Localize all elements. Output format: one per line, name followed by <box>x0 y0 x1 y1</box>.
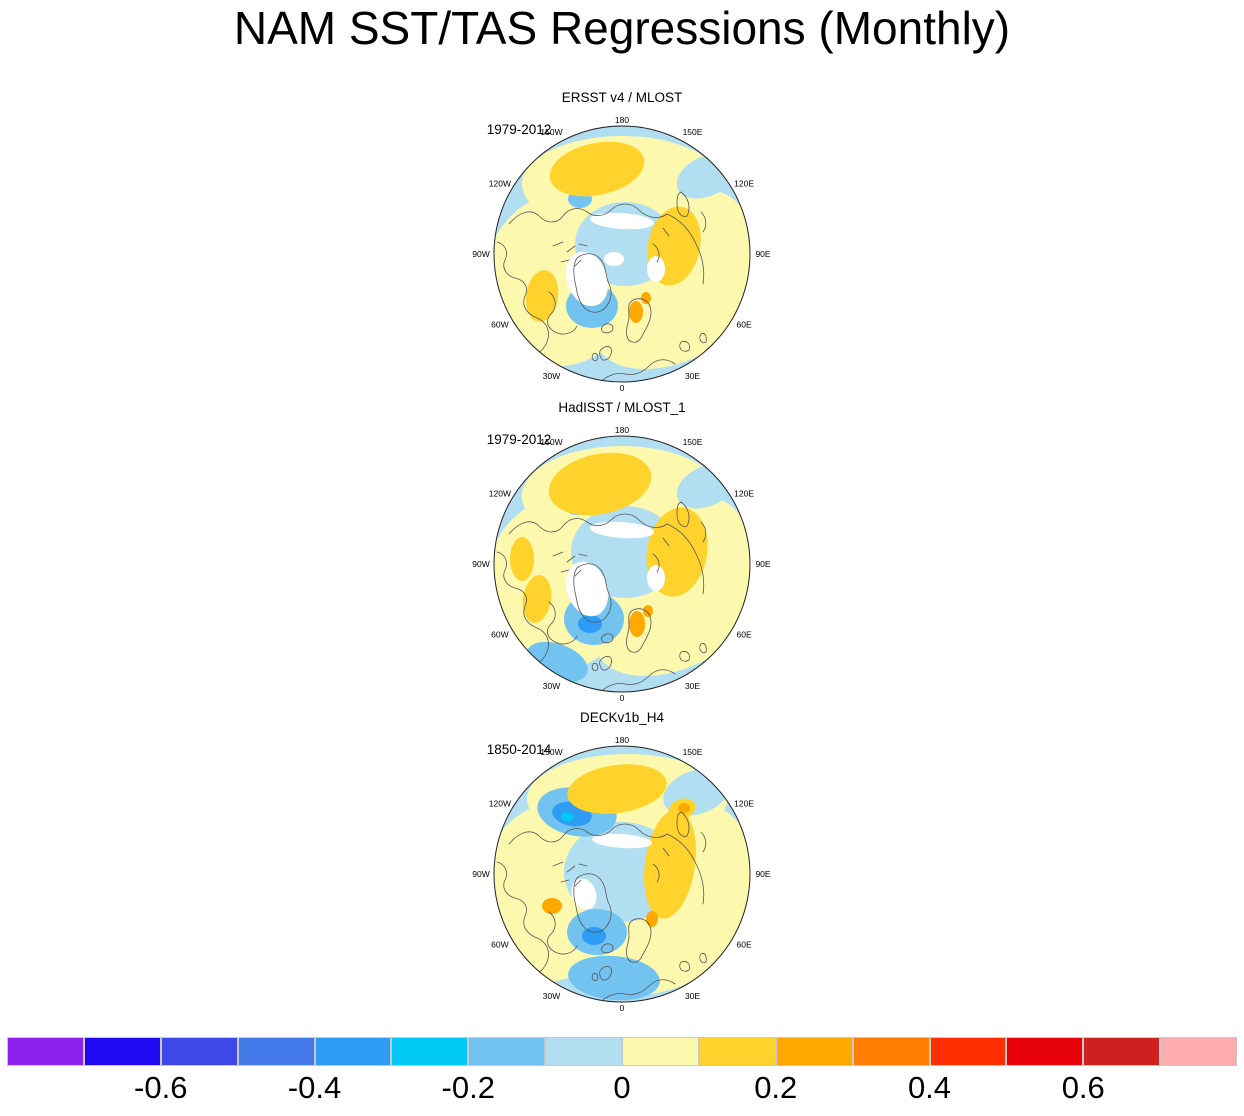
colorbar-ticks: -0.6 -0.4 -0.2 0 0.2 0.4 0.6 <box>7 1070 1237 1110</box>
ersst-map: 1979-2012 180 150E 120E 90E 60E 30E 0 30W 60W 90W 1… <box>457 96 787 408</box>
longitude-label: 150W <box>540 127 562 137</box>
colorbar-cell-12 <box>929 1037 1007 1066</box>
longitude-label: 180 <box>615 425 629 435</box>
longitude-label: 90W <box>472 869 489 879</box>
longitude-label: 150W <box>540 747 562 757</box>
longitude-label: 0 <box>620 693 625 703</box>
longitude-label: 30W <box>543 681 560 691</box>
map-panel-ersst: ERSST v4 / MLOST 1979-2012 180 150E 120E 90E… <box>457 90 787 412</box>
longitude-label: 60W <box>491 940 508 950</box>
colorbar-tick-label: -0.4 <box>287 1070 342 1105</box>
longitude-label: 90E <box>755 559 770 569</box>
colorbar-cell-4 <box>314 1037 392 1066</box>
colorbar-cell-0 <box>7 1037 84 1066</box>
longitude-label: 60W <box>491 630 508 640</box>
longitude-label: 0 <box>620 1003 625 1013</box>
colorbar-tick-label: 0 <box>613 1070 631 1105</box>
longitude-label: 120E <box>734 179 754 189</box>
longitude-label: 30W <box>543 991 560 1001</box>
colorbar-tick-label: 0.6 <box>1061 1070 1105 1105</box>
longitude-label: 90E <box>755 249 770 259</box>
longitude-label: 60E <box>737 940 752 950</box>
panel-title-hadisst: HadISST / MLOST_1 <box>558 400 686 415</box>
colorbar-cell-1 <box>83 1037 161 1066</box>
longitude-label: 120W <box>489 799 511 809</box>
polar-map-svg: 1979-2012 180 150E 120E 90E 60E 30E 0 30W 60W 90W 1… <box>472 425 771 703</box>
longitude-label: 90W <box>472 559 489 569</box>
longitude-label: 120E <box>734 799 754 809</box>
polar-map-svg: 1979-2012 180 150E 120E 90E 60E 30E 0 30W 60W 90W 1… <box>472 115 771 393</box>
longitude-label: 150E <box>683 747 703 757</box>
longitude-label: 30W <box>543 371 560 381</box>
map-panel-deck: DECKv1b_H4 1850-2014 180 150E 120E 90E 60E 30E… <box>457 710 787 1032</box>
coastlines <box>496 501 707 692</box>
map-boundary-circle <box>493 435 751 693</box>
longitude-label: 120E <box>734 489 754 499</box>
colorbar-cell-14 <box>1083 1037 1161 1066</box>
longitude-label: 180 <box>615 735 629 745</box>
map-boundary-circle <box>493 745 751 1003</box>
colorbar-cell-2 <box>160 1037 238 1066</box>
colorbar-cell-5 <box>391 1037 469 1066</box>
longitude-label: 0 <box>620 383 625 393</box>
period-label: 1979-2012 <box>487 432 552 447</box>
colorbar-tick-label: 0.4 <box>907 1070 952 1105</box>
longitude-label: 30E <box>685 991 700 1001</box>
longitude-label: 60W <box>491 320 508 330</box>
longitude-label: 150E <box>683 437 703 447</box>
colorbar-tick-label: -0.6 <box>134 1070 188 1105</box>
longitude-label: 150E <box>683 127 703 137</box>
colorbar-cell-9 <box>698 1037 776 1066</box>
panel-title-deck: DECKv1b_H4 <box>579 710 665 725</box>
colorbar-cell-7 <box>545 1037 622 1066</box>
polar-map-svg: 1850-2014 180 150E 120E 90E 60E 30E 0 30W 60W 90W 1… <box>472 735 771 1013</box>
figure-title: NAM SST/TAS Regressions (Monthly) <box>233 2 1011 54</box>
period-label: 1979-2012 <box>487 122 552 137</box>
hadisst-map: 1979-2012 180 150E 120E 90E 60E 30E 0 30W 60W 90W 1… <box>457 406 787 718</box>
colorbar-cell-11 <box>852 1037 930 1066</box>
longitude-label: 120W <box>489 489 511 499</box>
colorbar-cell-3 <box>237 1037 315 1066</box>
colorbar-cell-10 <box>775 1037 853 1066</box>
panel-title-ersst: ERSST v4 / MLOST <box>561 90 683 105</box>
longitude-label: 120W <box>489 179 511 189</box>
colorbar-cell-13 <box>1006 1037 1084 1066</box>
colorbar <box>7 1037 1237 1066</box>
longitude-label: 30E <box>685 681 700 691</box>
colorbar-cell-6 <box>468 1037 546 1066</box>
longitude-label: 30E <box>685 371 700 381</box>
longitude-label: 90E <box>755 869 770 879</box>
longitude-label: 150W <box>540 437 562 447</box>
longitude-label: 90W <box>472 249 489 259</box>
period-label: 1850-2014 <box>487 742 552 757</box>
colorbar-tick-label: 0.2 <box>754 1070 798 1105</box>
longitude-label: 60E <box>737 630 752 640</box>
deck-map: 1850-2014 180 150E 120E 90E 60E 30E 0 30W 60W 90W 1… <box>457 716 787 1028</box>
map-boundary-circle <box>493 125 751 383</box>
map-panel-hadisst: HadISST / MLOST_1 1979-2012 180 150E 120E 90… <box>457 400 787 722</box>
longitude-label: 60E <box>737 320 752 330</box>
colorbar-cell-15 <box>1160 1037 1237 1066</box>
longitude-label: 180 <box>615 115 629 125</box>
coastlines <box>496 191 707 382</box>
colorbar-cell-8 <box>622 1037 699 1066</box>
colorbar-tick-label: -0.2 <box>441 1070 495 1105</box>
